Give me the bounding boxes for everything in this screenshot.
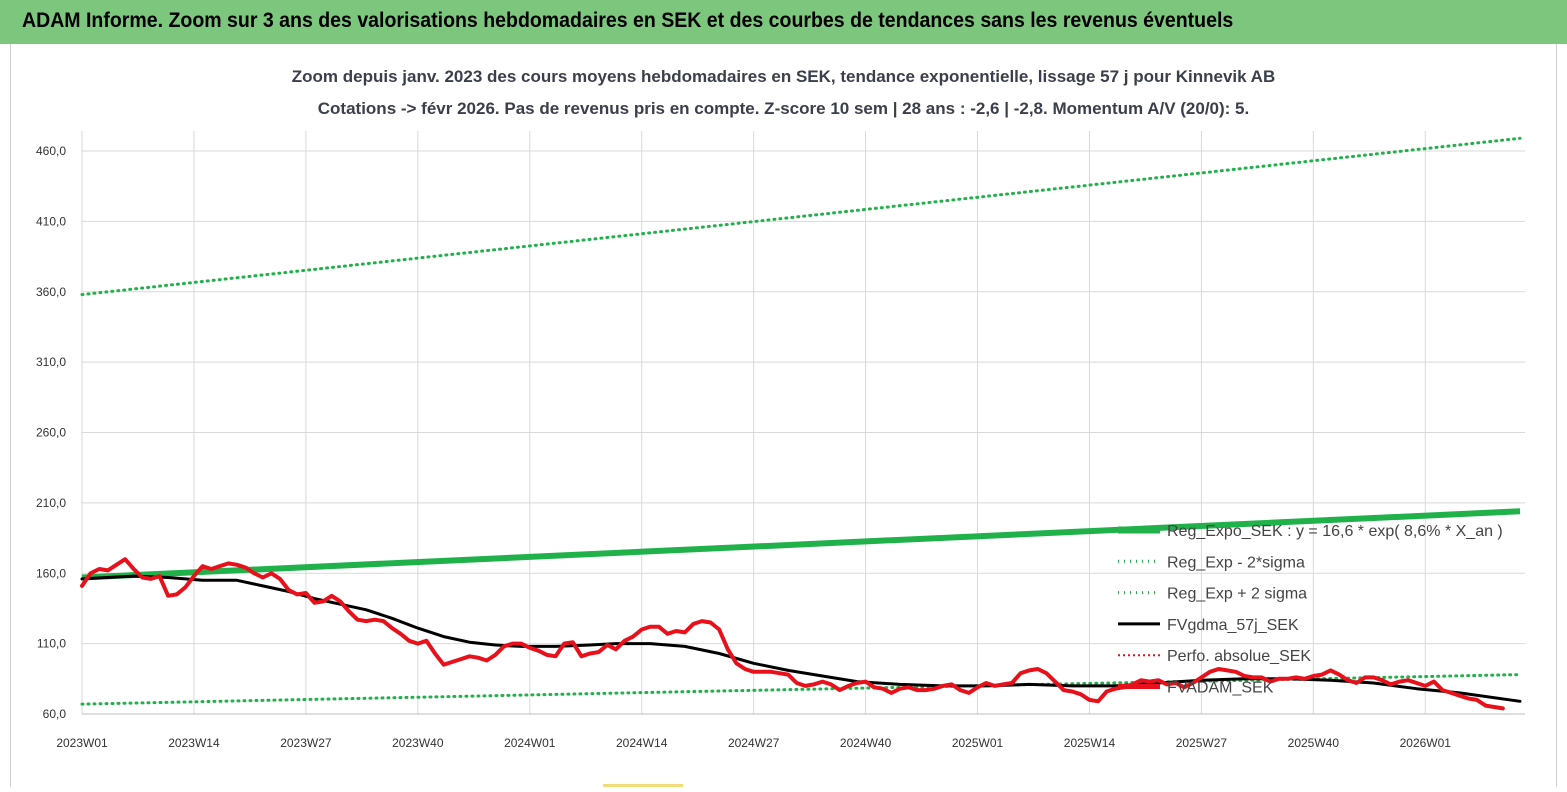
y-tick-label: 460,0 [36,144,66,158]
x-tick-label: 2025W40 [1288,736,1340,750]
x-tick-label: 2024W40 [840,736,892,750]
legend-entry-2: Reg_Exp + 2 sigma [1167,586,1307,603]
series-line-0 [81,508,1521,581]
y-axis-ticks: 460,0 410,0 360,0 310,0 260,0 210,0 160,0 110,0… [36,144,66,721]
x-tick-label: 2025W27 [1176,736,1228,750]
chart-subtitle: Cotations -> févr 2026. Pas de revenus p… [317,99,1250,118]
series-line-3 [80,574,1522,703]
series-line-2 [80,136,1522,297]
legend-entry-4: Perfo. absolue_SEK [1167,648,1311,665]
gridlines [81,131,1525,715]
y-tick-label: 60,0 [43,707,67,721]
bottom-accent-bar [603,784,683,787]
x-tick-label: 2025W01 [952,736,1004,750]
x-tick-label: 2023W14 [168,736,220,750]
y-tick-label: 310,0 [36,355,66,369]
report-banner: ADAM Informe. Zoom sur 3 ans des valoris… [0,0,1567,44]
legend-entry-0: Reg_Expo_SEK : y = 16,6 * exp( 8,6% * X_… [1167,523,1503,540]
legend: Reg_Expo_SEK : y = 16,6 * exp( 8,6% * X_… [1118,523,1503,697]
chart-title: Zoom depuis janv. 2023 des cours moyens … [291,67,1276,86]
y-tick-label: 260,0 [36,426,66,440]
y-tick-label: 160,0 [36,566,66,580]
chart-frame [10,44,1557,787]
x-tick-label: 2025W14 [1064,736,1116,750]
x-tick-label: 2024W27 [728,736,780,750]
series-line-5 [80,557,1505,711]
report-title: ADAM Informe. Zoom sur 3 ans des valoris… [22,9,1234,32]
y-tick-label: 210,0 [36,496,66,510]
x-tick-label: 2023W01 [56,736,108,750]
x-tick-label: 2024W14 [616,736,668,750]
x-tick-label: 2023W27 [280,736,332,750]
x-tick-label: 2026W01 [1400,736,1452,750]
legend-entry-1: Reg_Exp - 2*sigma [1167,554,1305,571]
legend-entry-3: FVgdma_57j_SEK [1167,617,1299,634]
y-tick-label: 410,0 [36,214,66,228]
y-tick-label: 110,0 [37,637,66,651]
legend-entry-5: FVADAM_SEK [1167,680,1274,697]
y-tick-label: 360,0 [36,285,66,299]
x-tick-label: 2023W40 [392,736,444,750]
x-tick-label: 2024W01 [504,736,556,750]
series-lines [80,136,1522,711]
x-axis-ticks: 2023W01 2023W14 2023W27 2023W40 2024W01 2024W… [56,736,1451,750]
